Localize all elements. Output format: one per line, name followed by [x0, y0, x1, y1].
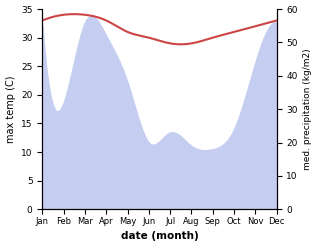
X-axis label: date (month): date (month) [121, 231, 198, 242]
Y-axis label: max temp (C): max temp (C) [5, 75, 16, 143]
Y-axis label: med. precipitation (kg/m2): med. precipitation (kg/m2) [303, 48, 313, 170]
